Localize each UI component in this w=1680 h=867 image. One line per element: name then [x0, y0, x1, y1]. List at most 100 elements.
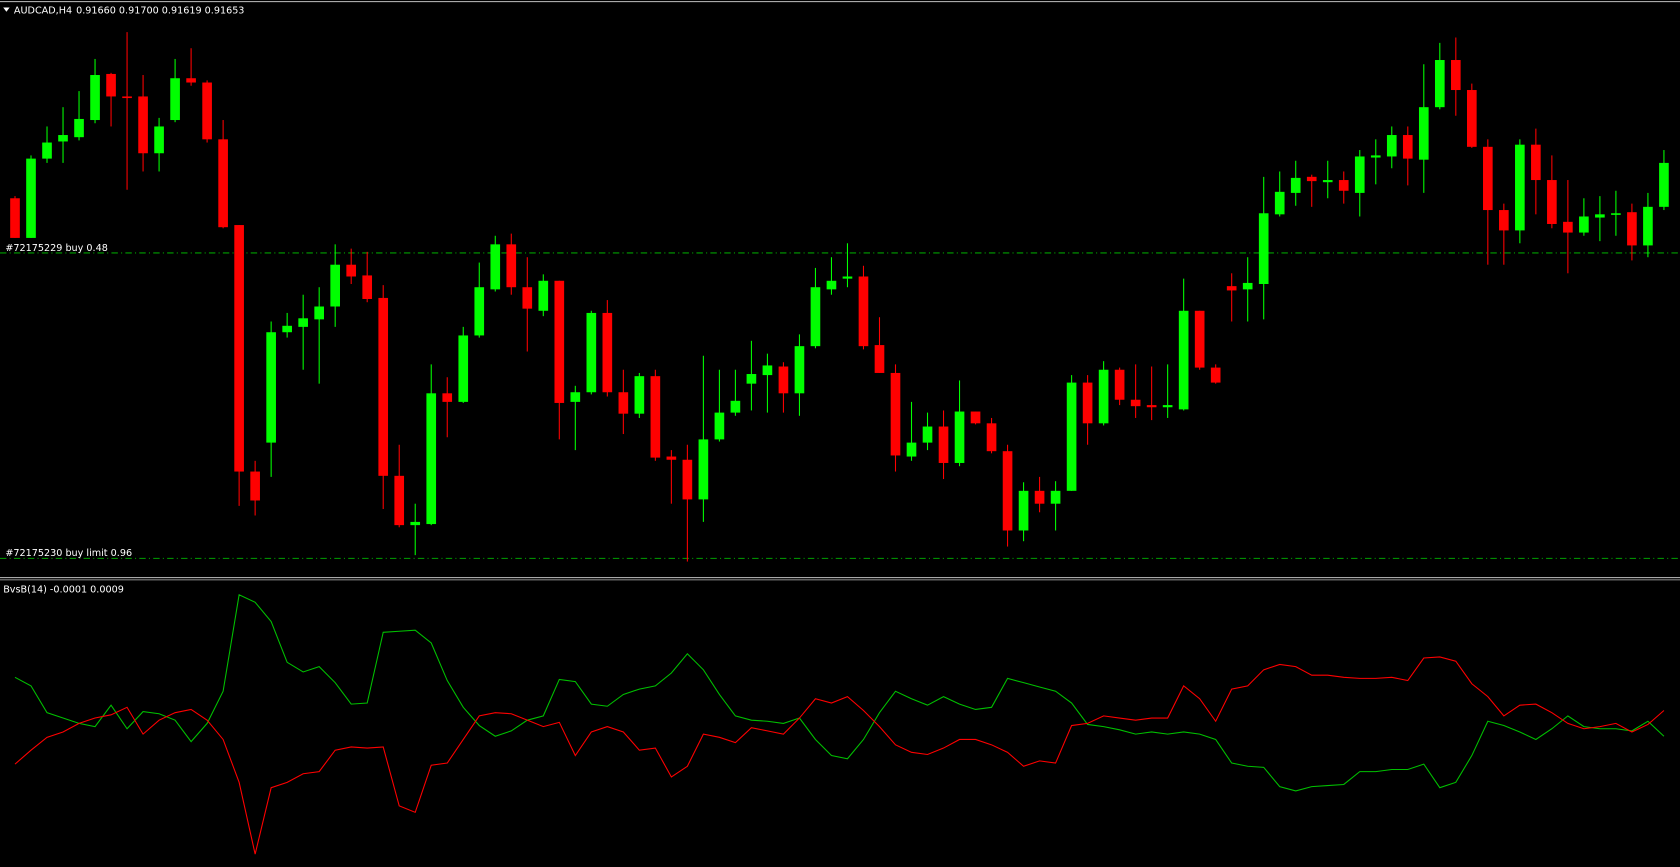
candle-body [1450, 60, 1461, 91]
candle-body [1483, 146, 1493, 211]
candle-body [1627, 212, 1637, 246]
candle-body [762, 365, 773, 376]
candle-body [1611, 213, 1621, 215]
candle-body [138, 96, 148, 154]
candle-body [298, 318, 308, 327]
candle-body [906, 442, 917, 457]
candle-body [122, 96, 132, 99]
candle-body [970, 411, 981, 424]
candle-body [1034, 490, 1045, 504]
candle-body [346, 264, 357, 277]
candle-body [1050, 490, 1061, 504]
candle-body [1515, 144, 1525, 231]
candle-body [1547, 180, 1557, 224]
candle-body [698, 439, 709, 500]
candle-body [170, 78, 180, 121]
candle-body [634, 376, 645, 414]
candle-body [522, 287, 533, 309]
candle-body [890, 372, 901, 456]
candle-body [330, 264, 341, 307]
candle-body [186, 78, 196, 83]
candle-body [1563, 221, 1573, 233]
candle-body [58, 135, 68, 142]
candle-body [794, 346, 805, 394]
candle-body [666, 456, 677, 460]
candle-body [682, 459, 693, 500]
candle-body [1242, 282, 1253, 290]
candle-body [1018, 490, 1029, 531]
candle-body [394, 475, 405, 526]
candle-body [874, 345, 885, 373]
candle-body [1531, 144, 1541, 181]
candle-body [266, 332, 276, 443]
menu-triangle[interactable] [3, 7, 10, 12]
candle-body [1210, 367, 1221, 383]
candle-body [1579, 216, 1589, 233]
candle-body [1499, 210, 1509, 231]
candle-body [602, 312, 613, 393]
candle-body [314, 306, 324, 320]
candle-body [442, 393, 453, 402]
candle-body [1466, 90, 1477, 147]
candle-body [474, 287, 485, 336]
candle-body [730, 400, 741, 413]
candle-body [218, 139, 228, 228]
candle-body [490, 244, 501, 290]
candle-body [362, 275, 373, 300]
indicator-line [14, 594, 1665, 792]
candle-body [1002, 451, 1013, 531]
candle-body [1306, 176, 1317, 182]
candle-body [714, 412, 725, 440]
candle-body [650, 376, 661, 458]
candle-body [282, 325, 292, 333]
candle-body [826, 280, 837, 290]
candle-body [202, 82, 212, 140]
candle-body [1595, 214, 1605, 218]
candle-body [1274, 191, 1285, 215]
candle-body [842, 276, 853, 279]
candle-body [154, 126, 164, 154]
candle-body [618, 392, 629, 414]
indicator-pane [14, 594, 1665, 855]
candle-body [10, 198, 20, 238]
candle-body [410, 521, 421, 526]
candle-body [1162, 405, 1173, 408]
symbol-label: AUDCAD,H4 [14, 5, 72, 16]
quote-label: 0.91660 0.91700 0.91619 0.91653 [76, 5, 244, 16]
candle-body [1402, 135, 1413, 159]
candle-body [1082, 382, 1093, 424]
candle-body [570, 392, 581, 402]
candle-body [1226, 286, 1237, 291]
candle-body [922, 426, 933, 443]
candle-body [810, 287, 821, 347]
candle-body [26, 158, 36, 238]
order-label: #72175230 buy limit 0.96 [5, 548, 132, 559]
candle-body [1258, 213, 1269, 284]
candle-body [74, 118, 84, 138]
candle-body [506, 244, 517, 288]
price-pane: #72175229 buy 0.48 #72175230 buy limit 0.… [0, 32, 1680, 562]
candle-body [426, 393, 437, 525]
candle-body [1114, 369, 1125, 400]
candle-body [1130, 399, 1141, 407]
candle-body [1178, 310, 1189, 410]
candle-body [234, 225, 244, 472]
candle-body [42, 142, 52, 159]
candle-body [1146, 405, 1157, 408]
candle-body [938, 426, 949, 463]
indicator-line [14, 656, 1665, 855]
candle-body [90, 75, 100, 121]
candle-body [1290, 177, 1301, 193]
candle-body [1354, 156, 1365, 193]
order-label: #72175229 buy 0.48 [5, 243, 108, 254]
indicator-label: BvsB(14) -0.0001 0.0009 [3, 585, 124, 596]
candle-body [538, 280, 549, 311]
candle-body [1659, 162, 1669, 207]
candle-body [250, 471, 260, 501]
candle-body [1098, 369, 1109, 424]
candle-body [554, 280, 565, 403]
candle-body [1418, 107, 1429, 160]
candle-body [986, 423, 997, 452]
